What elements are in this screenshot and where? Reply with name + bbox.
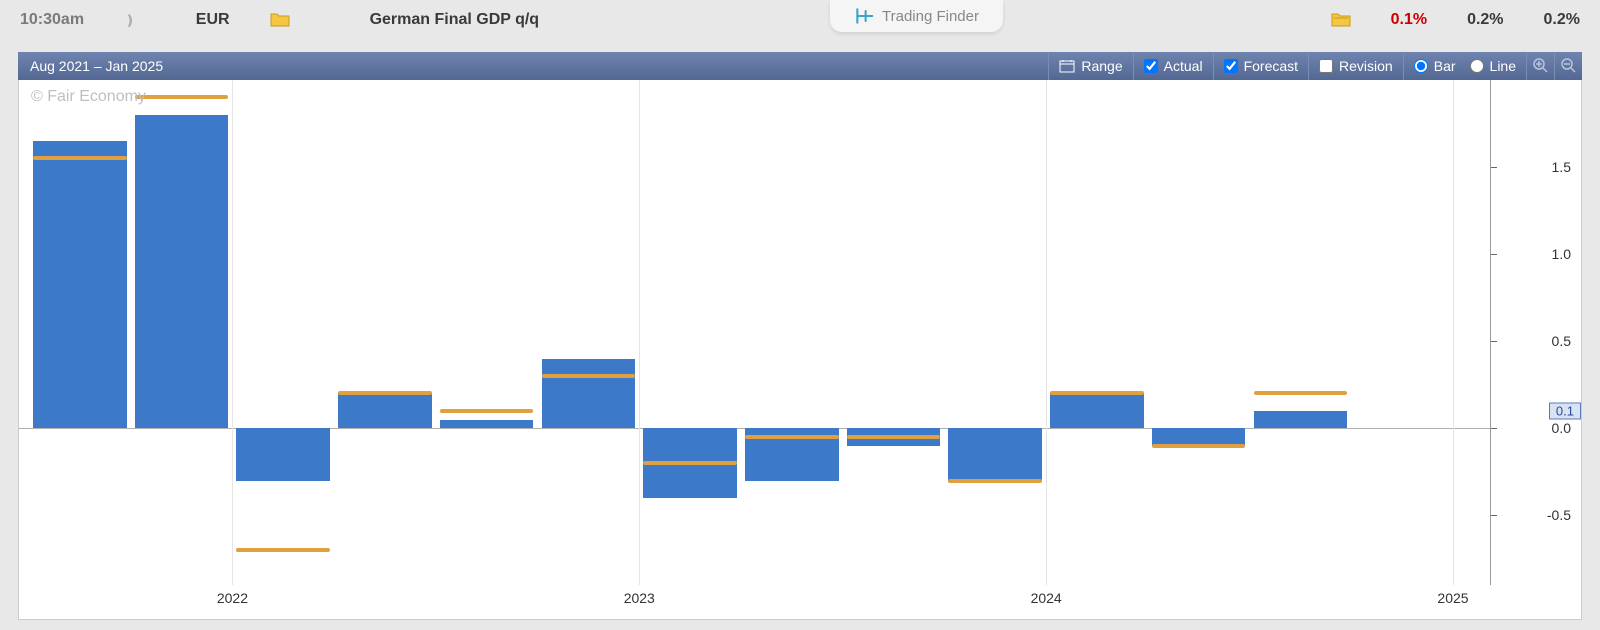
x-axis: 2022 2023 2024 2025: [19, 585, 1491, 620]
bar-label: Bar: [1434, 58, 1456, 74]
zoom-out-icon: [1561, 58, 1577, 74]
y-tick: [1491, 167, 1497, 168]
x-tick-label: 2023: [624, 590, 655, 606]
actual-bar[interactable]: [440, 420, 534, 429]
actual-bar[interactable]: [542, 359, 636, 429]
forecast-marker[interactable]: [1254, 391, 1348, 395]
trading-finder-icon: [854, 6, 874, 26]
forecast-marker[interactable]: [948, 479, 1042, 483]
revision-checkbox[interactable]: [1319, 59, 1333, 73]
forecast-marker[interactable]: [1152, 444, 1246, 448]
value-previous: 0.2%: [1544, 11, 1580, 29]
x-tick-label: 2022: [217, 590, 248, 606]
actual-bar[interactable]: [1254, 411, 1348, 428]
forecast-marker[interactable]: [745, 435, 839, 439]
range-button[interactable]: Range: [1048, 52, 1132, 80]
actual-bar[interactable]: [1050, 393, 1144, 428]
actual-toggle[interactable]: Actual: [1133, 52, 1213, 80]
x-gridline: [1453, 80, 1454, 585]
folder-icon[interactable]: [270, 11, 290, 30]
value-actual: 0.1%: [1391, 11, 1427, 29]
x-gridline: [1046, 80, 1047, 585]
actual-bar[interactable]: [135, 115, 229, 428]
actual-label: Actual: [1164, 58, 1203, 74]
forecast-marker[interactable]: [440, 409, 534, 413]
forecast-marker[interactable]: [338, 391, 432, 395]
forecast-marker[interactable]: [1050, 391, 1144, 395]
forecast-label: Forecast: [1244, 58, 1298, 74]
trading-finder-tab[interactable]: Trading Finder: [830, 0, 1003, 32]
range-label: Range: [1081, 58, 1122, 74]
chart-toolbar: Aug 2021 – Jan 2025 Range Actual Forecas…: [18, 52, 1582, 80]
revision-toggle[interactable]: Revision: [1308, 52, 1403, 80]
bar-radio-group[interactable]: Bar Line: [1403, 52, 1526, 80]
event-time: 10:30am: [20, 11, 84, 29]
y-tick-label: -0.5: [1531, 507, 1571, 523]
line-label: Line: [1490, 58, 1516, 74]
zoom-in-icon: [1533, 58, 1549, 74]
chart-container: © Fair Economy -0.50.00.51.01.50.1 20222…: [18, 80, 1582, 620]
event-currency: EUR: [196, 11, 230, 29]
y-tick: [1491, 254, 1497, 255]
x-gridline: [232, 80, 233, 585]
actual-bar[interactable]: [338, 393, 432, 428]
forecast-marker[interactable]: [236, 548, 330, 552]
forecast-marker[interactable]: [33, 156, 127, 160]
forecast-marker[interactable]: [542, 374, 636, 378]
date-range-label: Aug 2021 – Jan 2025: [18, 58, 175, 74]
chart-watermark: © Fair Economy: [31, 88, 146, 106]
y-tick-label: 0.5: [1531, 333, 1571, 349]
detail-folder-icon[interactable]: [1331, 11, 1351, 30]
x-gridline: [639, 80, 640, 585]
y-tick: [1491, 341, 1497, 342]
forecast-checkbox[interactable]: [1224, 59, 1238, 73]
trading-finder-label: Trading Finder: [882, 8, 979, 25]
line-radio[interactable]: [1470, 59, 1484, 73]
y-tick-label: 1.0: [1531, 246, 1571, 262]
forecast-marker[interactable]: [643, 461, 737, 465]
calendar-icon: [1059, 59, 1075, 73]
plot-area[interactable]: [19, 80, 1491, 585]
actual-bar[interactable]: [236, 428, 330, 480]
actual-bar[interactable]: [948, 428, 1042, 480]
y-tick-label: 0.0: [1531, 420, 1571, 436]
event-header-row: 10:30am ❫ EUR German Final GDP q/q Tradi…: [0, 0, 1600, 40]
zoom-in-button[interactable]: [1526, 52, 1554, 80]
impact-icon: ❫: [124, 12, 136, 29]
y-axis: -0.5 0.0 0.5 1.0 1.5 0.1: [1491, 80, 1581, 585]
forecast-toggle[interactable]: Forecast: [1213, 52, 1308, 80]
x-tick-label: 2025: [1437, 590, 1468, 606]
forecast-marker[interactable]: [847, 435, 941, 439]
y-tick: [1491, 428, 1497, 429]
revision-label: Revision: [1339, 58, 1393, 74]
forecast-marker[interactable]: [135, 95, 229, 99]
x-tick-label: 2024: [1031, 590, 1062, 606]
actual-bar[interactable]: [33, 141, 127, 428]
y-tick-label: 1.5: [1531, 159, 1571, 175]
current-value-badge: 0.1: [1549, 402, 1581, 419]
bar-radio[interactable]: [1414, 59, 1428, 73]
value-forecast: 0.2%: [1467, 11, 1503, 29]
y-tick: [1491, 515, 1497, 516]
actual-checkbox[interactable]: [1144, 59, 1158, 73]
zoom-out-button[interactable]: [1554, 52, 1582, 80]
